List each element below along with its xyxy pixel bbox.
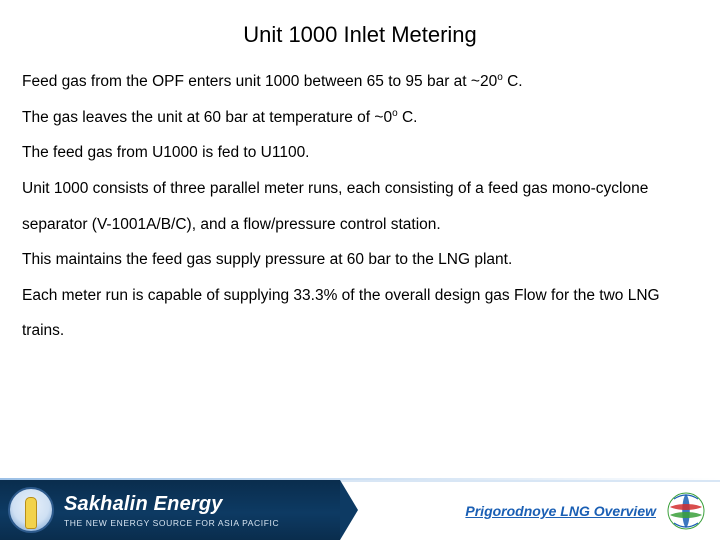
globe-badge-icon <box>666 491 706 531</box>
footer-left: Sakhalin Energy THE NEW ENERGY SOURCE FO… <box>0 480 340 540</box>
brand-sub: THE NEW ENERGY SOURCE FOR ASIA PACIFIC <box>64 518 279 528</box>
para-6: Each meter run is capable of supplying 3… <box>22 278 698 349</box>
company-seal-icon <box>8 487 54 533</box>
para-4: Unit 1000 consists of three parallel met… <box>22 171 698 242</box>
para-1-a: Feed gas from the OPF enters unit 1000 b… <box>22 73 497 90</box>
para-3: The feed gas from U1000 is fed to U1100. <box>22 135 698 171</box>
slide-title: Unit 1000 Inlet Metering <box>0 0 720 64</box>
para-2-a: The gas leaves the unit at 60 bar at tem… <box>22 109 392 126</box>
para-5: This maintains the feed gas supply press… <box>22 242 698 278</box>
footer-right-text: Prigorodnoye LNG Overview <box>465 503 656 519</box>
brand-main: Sakhalin Energy <box>64 493 279 516</box>
footer-right: Prigorodnoye LNG Overview <box>340 480 720 540</box>
para-1-b: C. <box>503 73 523 90</box>
brand-block: Sakhalin Energy THE NEW ENERGY SOURCE FO… <box>64 493 279 528</box>
para-2: The gas leaves the unit at 60 bar at tem… <box>22 100 698 136</box>
para-1: Feed gas from the OPF enters unit 1000 b… <box>22 64 698 100</box>
para-2-b: C. <box>398 109 418 126</box>
footer: Sakhalin Energy THE NEW ENERGY SOURCE FO… <box>0 466 720 540</box>
footer-bar: Sakhalin Energy THE NEW ENERGY SOURCE FO… <box>0 480 720 540</box>
